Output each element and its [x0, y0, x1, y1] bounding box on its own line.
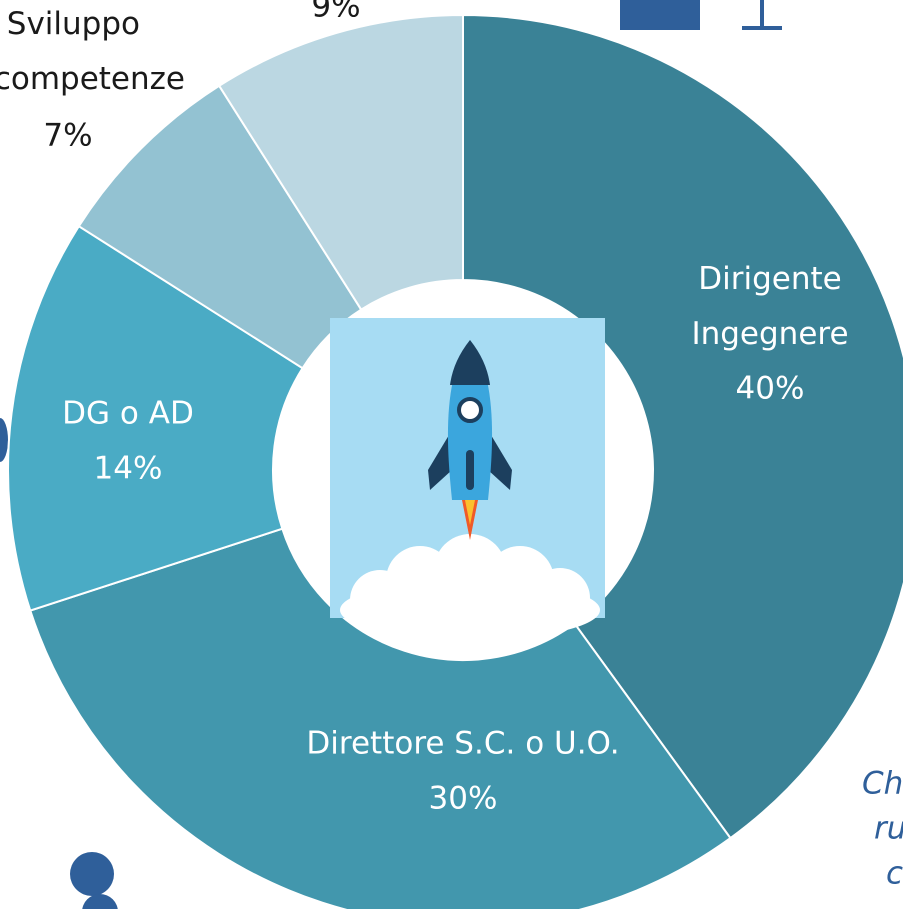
chart: Dirigente Ingegnere 40% Direttore S.C. o U.…	[0, 0, 903, 909]
value-label: 7%	[43, 118, 92, 154]
decoration	[70, 852, 114, 896]
value-label: 30%	[429, 781, 498, 817]
decoration	[620, 0, 700, 30]
value-label: 9%	[311, 0, 360, 25]
annotation: c	[886, 856, 903, 892]
rocket-image	[330, 318, 605, 640]
annotation: ru	[874, 811, 903, 847]
decoration	[742, 0, 782, 28]
annotation: Ch	[862, 766, 903, 802]
decoration	[0, 418, 8, 462]
category-label: Sviluppo competenze	[0, 6, 185, 97]
category-label-line: Ingegnere	[691, 316, 848, 352]
decoration	[82, 894, 118, 909]
category-label: DG o AD	[62, 396, 194, 432]
category-label: Direttore S.C. o U.O.	[306, 726, 619, 762]
value-label: 40%	[736, 371, 805, 407]
category-label-line: Sviluppo	[7, 6, 140, 42]
page: {"chart_data": {"type": "donut", "catego…	[0, 0, 903, 909]
category-label-line: competenze	[0, 61, 185, 97]
value-label: 14%	[94, 451, 163, 487]
category-label-line: Dirigente	[698, 261, 841, 297]
